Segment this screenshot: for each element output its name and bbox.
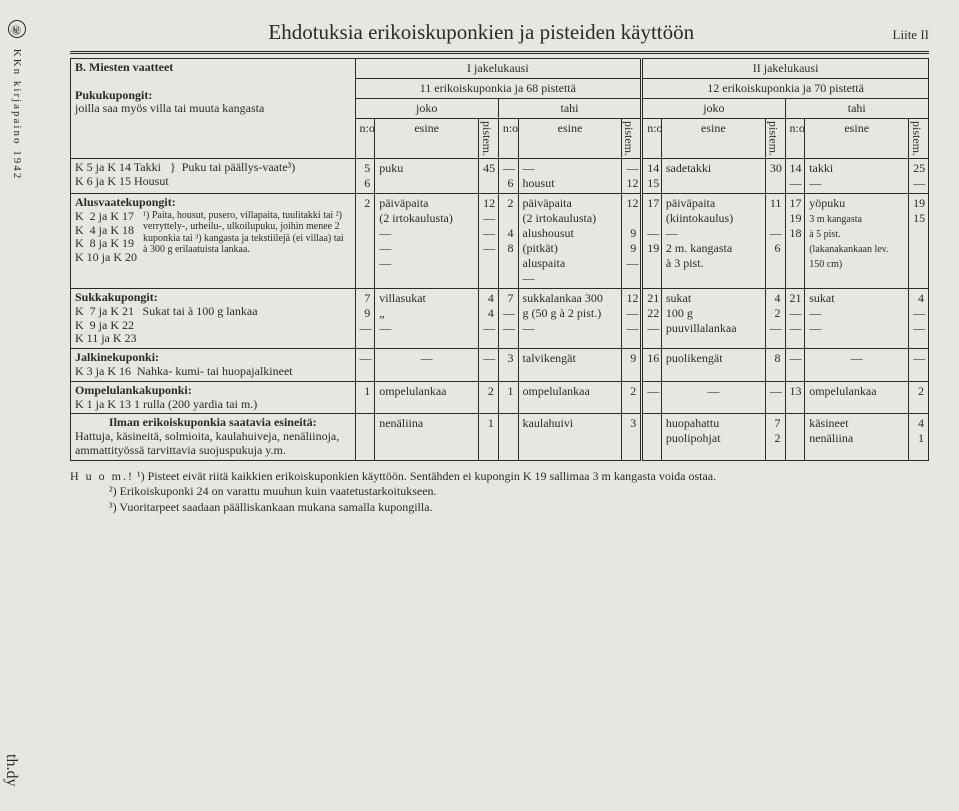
hdr-jk1: I jakelukausi (355, 59, 642, 79)
handwriting: th.dy (2, 754, 20, 786)
page-title: Ehdotuksia erikoiskuponkien ja pisteiden… (70, 20, 893, 45)
side-mark: ㊙ (8, 20, 26, 38)
main-table: B. Miesten vaatteet Pukukupongit: joilla… (70, 58, 929, 461)
hdr-jk2: II jakelukausi (642, 59, 929, 79)
side-publisher: ㊙ KKn kirjapaino 1942 (8, 20, 26, 180)
appendix-label: Liite II (893, 27, 929, 43)
footnotes: H u o m.! ¹) Pisteet eivät riitä kaikkie… (70, 469, 929, 516)
section-b: B. Miesten vaatteet (75, 60, 173, 74)
